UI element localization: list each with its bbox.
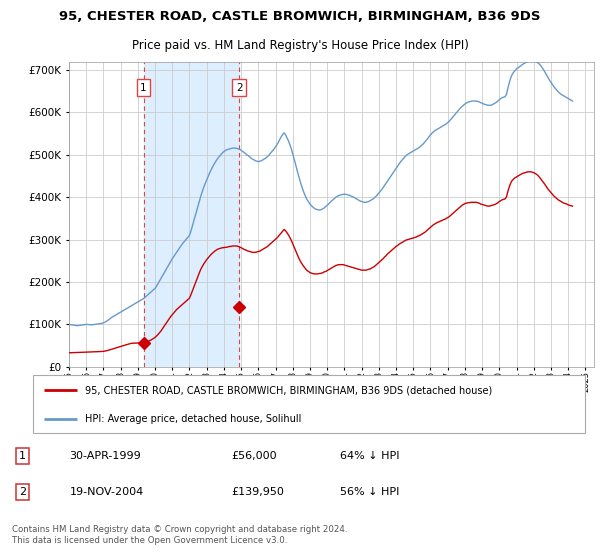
Text: 19-NOV-2004: 19-NOV-2004 xyxy=(70,487,144,497)
Text: £56,000: £56,000 xyxy=(231,451,277,461)
Bar xyxy=(143,62,239,367)
Text: 95, CHESTER ROAD, CASTLE BROMWICH, BIRMINGHAM, B36 9DS: 95, CHESTER ROAD, CASTLE BROMWICH, BIRMI… xyxy=(59,10,541,23)
Text: HPI: Average price, detached house, Solihull: HPI: Average price, detached house, Soli… xyxy=(85,414,301,424)
Text: 95, CHESTER ROAD, CASTLE BROMWICH, BIRMINGHAM, B36 9DS (detached house): 95, CHESTER ROAD, CASTLE BROMWICH, BIRMI… xyxy=(85,385,492,395)
Text: 1: 1 xyxy=(19,451,26,461)
FancyBboxPatch shape xyxy=(33,375,585,433)
Text: Contains HM Land Registry data © Crown copyright and database right 2024.
This d: Contains HM Land Registry data © Crown c… xyxy=(12,525,347,545)
Text: £139,950: £139,950 xyxy=(231,487,284,497)
Text: 2: 2 xyxy=(19,487,26,497)
Text: 1: 1 xyxy=(140,82,147,92)
Text: Price paid vs. HM Land Registry's House Price Index (HPI): Price paid vs. HM Land Registry's House … xyxy=(131,39,469,53)
Text: 64% ↓ HPI: 64% ↓ HPI xyxy=(340,451,400,461)
Text: 56% ↓ HPI: 56% ↓ HPI xyxy=(340,487,400,497)
Text: 2: 2 xyxy=(236,82,242,92)
Text: 30-APR-1999: 30-APR-1999 xyxy=(70,451,142,461)
